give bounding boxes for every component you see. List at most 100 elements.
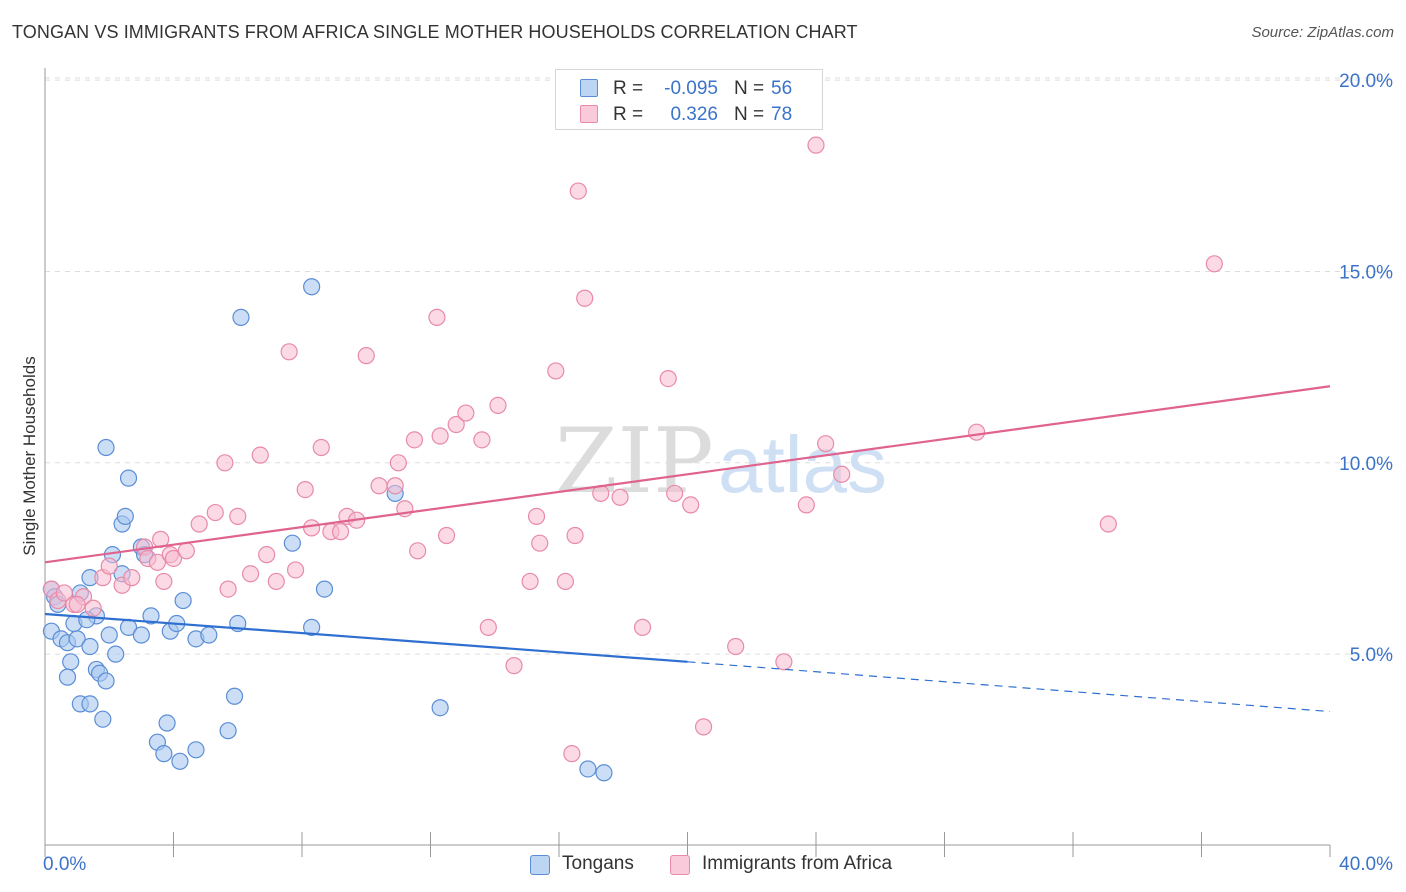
africa-point (386, 477, 404, 495)
africa-point (968, 423, 986, 441)
tongans-point (58, 668, 77, 686)
y-tick-label: 15.0% (1339, 262, 1393, 283)
y-tick-label: 5.0% (1350, 645, 1393, 666)
africa-point (251, 446, 269, 464)
africa-point (473, 431, 491, 449)
africa-point (1099, 515, 1117, 533)
tongans-point (595, 764, 613, 782)
africa-point (286, 561, 305, 579)
africa-point (682, 496, 700, 514)
tongans-point (97, 672, 115, 690)
tongans-point (81, 637, 99, 656)
africa-point (164, 549, 183, 568)
tongans-point (62, 653, 80, 671)
africa-point (428, 308, 446, 326)
r-label: R = (613, 78, 644, 99)
tongans-swatch (580, 79, 598, 97)
africa-point (216, 454, 234, 472)
legend-row-tongans: R = -0.095 N = 56 (556, 75, 822, 101)
africa-point (489, 396, 507, 414)
tongans-point (579, 760, 597, 778)
africa-point (405, 431, 424, 449)
africa-point (370, 477, 388, 495)
africa-point (457, 404, 475, 422)
africa-point (807, 136, 825, 154)
africa-point (219, 580, 237, 598)
africa-point (666, 484, 684, 503)
tongans-point (174, 591, 192, 610)
africa-point (505, 657, 523, 675)
africa-point (659, 370, 677, 388)
africa-point (84, 599, 102, 617)
tongans-point (100, 626, 118, 644)
legend-label-tongans: Tongans (562, 853, 634, 874)
watermark-zip: ZIP (555, 409, 714, 514)
tongans-point (116, 507, 134, 525)
africa-points (42, 136, 1223, 763)
africa-point (833, 465, 851, 483)
africa-point (521, 572, 539, 591)
legend-label-africa: Immigrants from Africa (702, 853, 893, 874)
x-tick-label: 40.0% (1339, 854, 1393, 875)
africa-point (633, 618, 652, 636)
legend-row-africa: R = 0.326 N = 78 (556, 101, 822, 127)
africa-point (556, 572, 575, 591)
r-value: -0.095 (664, 78, 718, 99)
africa-point (1205, 255, 1223, 273)
africa-point (447, 415, 465, 434)
r-value: 0.326 (670, 104, 718, 125)
africa-point (242, 565, 260, 583)
y-tick-label: 10.0% (1339, 454, 1393, 475)
africa-point (431, 427, 449, 445)
tongans-point (232, 308, 250, 326)
n-value: 56 (771, 78, 793, 99)
africa-point (817, 435, 835, 453)
africa-point (563, 745, 581, 763)
africa-swatch (670, 855, 690, 875)
chart-title: TONGAN VS IMMIGRANTS FROM AFRICA SINGLE … (12, 22, 858, 42)
tongans-point (107, 645, 125, 663)
axes (44, 68, 1331, 857)
africa-trend-line (44, 385, 1331, 564)
tongans-point (303, 618, 321, 636)
tongans-point (431, 699, 449, 717)
africa-point (527, 507, 546, 525)
africa-point (331, 523, 350, 541)
tongans-point (119, 469, 138, 487)
africa-point (206, 503, 224, 522)
tongans-point (158, 714, 176, 732)
africa-point (437, 526, 456, 545)
africa-point (155, 572, 173, 591)
n-label: N = (734, 104, 765, 125)
africa-point (100, 557, 118, 575)
watermark: ZIP atlas (555, 409, 887, 514)
africa-swatch (580, 105, 598, 123)
tongans-point (315, 580, 334, 598)
tongans-point (94, 710, 112, 728)
correlation-legend: R = -0.095 N = 56 R = 0.326 N = 78 (555, 69, 823, 130)
trend-lines (44, 385, 1331, 713)
africa-point (312, 438, 330, 457)
africa-point (547, 362, 565, 380)
tongans-points (42, 278, 613, 782)
tongans-point (97, 438, 115, 457)
africa-point (479, 618, 497, 636)
africa-point (190, 515, 208, 533)
tongans-point (283, 534, 301, 552)
tongans-point (225, 687, 244, 705)
africa-point (55, 584, 73, 602)
series-legend: Tongans Immigrants from Africa (0, 852, 1406, 878)
tongans-trend-line (44, 612, 688, 663)
africa-point (576, 289, 594, 307)
tongans-swatch (530, 855, 550, 875)
tongans-point (303, 278, 321, 296)
tongans-trend-extension (687, 661, 1331, 713)
watermark-atlas: atlas (718, 420, 887, 509)
n-value: 78 (771, 104, 793, 125)
africa-point (531, 534, 549, 552)
africa-point (727, 637, 745, 656)
tongans-point (81, 695, 99, 713)
africa-point (409, 542, 427, 560)
africa-point (296, 480, 314, 499)
